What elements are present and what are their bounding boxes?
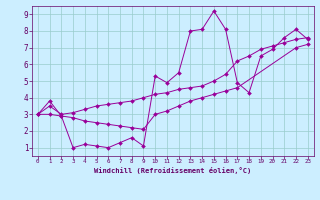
X-axis label: Windchill (Refroidissement éolien,°C): Windchill (Refroidissement éolien,°C) <box>94 167 252 174</box>
